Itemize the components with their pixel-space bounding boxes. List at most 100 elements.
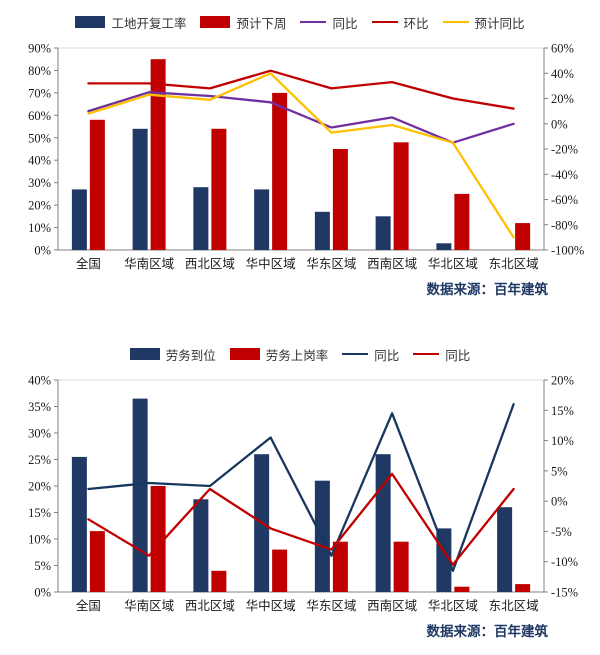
left-tick-label: 90% xyxy=(28,42,51,56)
bar-劳务上岗率-华中区域 xyxy=(272,549,288,592)
bar-劳务上岗率-西北区域 xyxy=(211,570,227,592)
legend-item: 工地开复工率 xyxy=(75,13,186,32)
bar-劳务到位-华南区域 xyxy=(132,398,148,592)
legend-item: 环比 xyxy=(371,13,429,32)
line-同比 xyxy=(87,472,515,566)
left-tick-label: 0% xyxy=(34,244,51,258)
category-label: 华北区域 xyxy=(428,256,478,271)
bar-劳务上岗率-西南区域 xyxy=(393,541,409,592)
legend-label: 工地开复工率 xyxy=(111,16,187,31)
chart1-canvas: 0% 10% 20% 30% 40% 50% 60% 70% 80% 90% -100% -80% -6… xyxy=(28,42,584,272)
legend-item: 预计下周 xyxy=(200,13,286,32)
legend-label: 劳务到位 xyxy=(165,348,216,363)
right-tick-label: 60% xyxy=(551,42,574,56)
legend-label: 预计下周 xyxy=(236,16,287,31)
right-tick-label: -5% xyxy=(551,525,572,539)
category-label: 华中区域 xyxy=(246,256,296,271)
bar-工地开复工率-华中区域 xyxy=(254,189,270,250)
category-label: 西北区域 xyxy=(185,599,235,613)
category-label: 西南区域 xyxy=(367,256,417,271)
right-tick-label: 0% xyxy=(551,117,568,131)
legend-item: 同比 xyxy=(300,13,358,32)
bar-劳务到位-西南区域 xyxy=(375,454,391,592)
right-tick-label: 0% xyxy=(551,495,568,509)
right-tick-label: -60% xyxy=(551,193,578,207)
bar-工地开复工率-全国 xyxy=(71,189,87,250)
right-tick-label: -15% xyxy=(551,586,578,600)
category-label: 华南区域 xyxy=(124,598,174,613)
legend-line-swatch xyxy=(413,353,440,355)
bar-预计下周-全国 xyxy=(89,119,105,250)
bar-预计下周-华中区域 xyxy=(272,92,288,251)
right-tick-label: 20% xyxy=(551,374,574,388)
legend-label: 劳务上岗率 xyxy=(265,348,329,363)
bar-劳务上岗率-东北区域 xyxy=(515,584,531,592)
left-tick-label: 5% xyxy=(34,559,51,573)
left-tick-label: 10% xyxy=(28,221,51,235)
bar-工地开复工率-华北区域 xyxy=(436,243,452,250)
legend-line-swatch xyxy=(300,21,327,23)
plot-border xyxy=(57,379,545,593)
line-同比 xyxy=(87,403,515,572)
left-tick-label: 20% xyxy=(28,199,51,213)
right-tick-label: 15% xyxy=(551,404,574,418)
bar-工地开复工率-西北区域 xyxy=(193,187,209,250)
legend-bar-swatch xyxy=(229,348,260,360)
left-tick-label: 50% xyxy=(28,131,51,145)
legend-line-swatch xyxy=(371,21,398,23)
line-同比 xyxy=(87,91,515,144)
category-label: 全国 xyxy=(76,256,101,271)
legend-item: 劳务到位 xyxy=(129,345,216,364)
bar-工地开复工率-华南区域 xyxy=(132,128,148,250)
legend-label: 环比 xyxy=(403,16,429,31)
legend-label: 同比 xyxy=(332,16,358,31)
left-tick-label: 40% xyxy=(28,154,51,168)
legend-item: 劳务上岗率 xyxy=(229,345,329,364)
left-tick-label: 25% xyxy=(28,453,51,467)
legend-label: 同比 xyxy=(445,348,471,363)
line-预计同比 xyxy=(87,72,515,239)
left-tick-label: 60% xyxy=(28,109,51,123)
right-tick-label: -80% xyxy=(551,218,578,232)
category-label: 东北区域 xyxy=(489,257,539,271)
left-tick-label: 0% xyxy=(34,586,51,600)
category-label: 华东区域 xyxy=(306,256,356,271)
plot-border xyxy=(57,47,545,251)
chart2-source: 数据来源：百年建筑 xyxy=(426,624,549,639)
chart1-source: 数据来源：百年建筑 xyxy=(426,282,549,297)
bar-工地开复工率-西南区域 xyxy=(375,216,391,250)
bar-预计下周-华北区域 xyxy=(454,193,470,250)
legend-label: 预计同比 xyxy=(474,16,525,31)
legend-bar-swatch xyxy=(129,348,160,360)
bar-预计下周-华东区域 xyxy=(332,149,348,250)
category-label: 东北区域 xyxy=(489,599,539,613)
bar-劳务到位-东北区域 xyxy=(497,507,513,592)
legend-bar-swatch xyxy=(75,16,106,28)
category-label: 华中区域 xyxy=(246,598,296,613)
chart2-canvas: 0% 5% 10% 15% 20% 25% 30% 35% 40% -15% -10% -5% 0% 5%… xyxy=(28,374,578,614)
left-tick-label: 30% xyxy=(28,427,51,441)
bar-劳务上岗率-全国 xyxy=(89,531,105,592)
category-label: 华北区域 xyxy=(428,598,478,613)
bar-工地开复工率-华东区域 xyxy=(314,211,330,250)
legend-bar-swatch xyxy=(200,16,231,28)
bar-预计下周-西北区域 xyxy=(211,128,227,250)
left-tick-label: 20% xyxy=(28,480,51,494)
left-tick-label: 35% xyxy=(28,400,51,414)
legend-line-swatch xyxy=(342,353,369,355)
left-tick-label: 80% xyxy=(28,64,51,78)
category-label: 全国 xyxy=(76,598,101,613)
bar-预计下周-华南区域 xyxy=(150,59,166,251)
right-tick-label: -100% xyxy=(551,244,584,258)
legend-line-swatch xyxy=(442,21,469,23)
legend-item: 预计同比 xyxy=(442,13,525,32)
left-tick-label: 70% xyxy=(28,86,51,100)
chart1-legend: 工地开复工率 预计下周 同比 环比 预计同比 xyxy=(0,10,600,34)
right-tick-label: 40% xyxy=(551,67,574,81)
legend-label: 同比 xyxy=(374,348,400,363)
left-tick-label: 40% xyxy=(28,374,51,388)
left-tick-label: 15% xyxy=(28,506,51,520)
bar-劳务到位-西北区域 xyxy=(193,499,209,593)
legend-item: 同比 xyxy=(342,345,399,364)
bar-劳务上岗率-华南区域 xyxy=(150,486,166,592)
